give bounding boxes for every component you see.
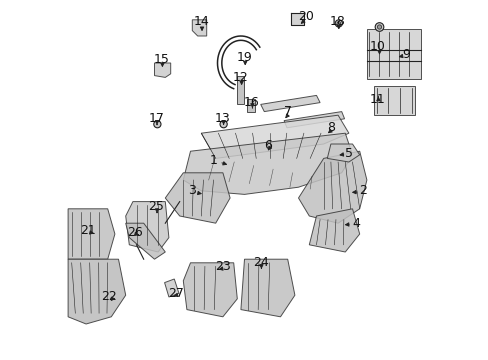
Polygon shape <box>298 151 366 223</box>
Circle shape <box>377 25 381 29</box>
Text: 6: 6 <box>264 139 271 152</box>
Text: 25: 25 <box>148 201 164 213</box>
Polygon shape <box>125 223 165 259</box>
Text: 14: 14 <box>193 15 209 28</box>
Circle shape <box>335 20 342 27</box>
Text: 9: 9 <box>402 48 409 60</box>
Polygon shape <box>366 29 420 79</box>
Text: 26: 26 <box>126 226 142 239</box>
Polygon shape <box>260 95 320 112</box>
Polygon shape <box>284 112 344 128</box>
Text: 22: 22 <box>102 291 117 303</box>
Polygon shape <box>326 144 359 162</box>
Polygon shape <box>247 99 255 112</box>
Polygon shape <box>373 86 415 115</box>
Polygon shape <box>291 13 303 25</box>
Polygon shape <box>241 259 294 317</box>
Text: 8: 8 <box>326 121 334 134</box>
Polygon shape <box>192 20 206 36</box>
Polygon shape <box>154 63 170 77</box>
Text: 27: 27 <box>168 287 183 300</box>
Text: 10: 10 <box>369 40 385 53</box>
Text: 21: 21 <box>80 224 96 237</box>
Circle shape <box>153 121 161 128</box>
Text: 4: 4 <box>351 217 359 230</box>
Polygon shape <box>236 76 244 104</box>
Polygon shape <box>68 259 125 324</box>
Text: 15: 15 <box>153 53 169 66</box>
Polygon shape <box>183 133 352 194</box>
Polygon shape <box>125 202 168 252</box>
Text: 3: 3 <box>188 184 196 197</box>
Polygon shape <box>201 115 348 158</box>
Text: 17: 17 <box>148 112 164 125</box>
Text: 13: 13 <box>215 112 230 125</box>
Circle shape <box>336 22 340 25</box>
Text: 18: 18 <box>329 15 346 28</box>
Text: 23: 23 <box>215 260 230 273</box>
Text: 19: 19 <box>236 51 252 64</box>
Polygon shape <box>183 263 237 317</box>
Text: 2: 2 <box>359 184 366 197</box>
Polygon shape <box>309 209 359 252</box>
Text: 12: 12 <box>233 71 248 84</box>
Text: 11: 11 <box>369 93 385 105</box>
Circle shape <box>374 23 383 31</box>
Text: 20: 20 <box>297 10 313 23</box>
Text: 16: 16 <box>244 96 259 109</box>
Text: 7: 7 <box>283 105 291 118</box>
Polygon shape <box>68 209 115 259</box>
Text: 24: 24 <box>252 256 268 269</box>
Circle shape <box>220 121 227 128</box>
Text: 1: 1 <box>209 154 217 167</box>
Polygon shape <box>165 173 230 223</box>
Text: 5: 5 <box>344 147 352 159</box>
Polygon shape <box>164 279 179 297</box>
